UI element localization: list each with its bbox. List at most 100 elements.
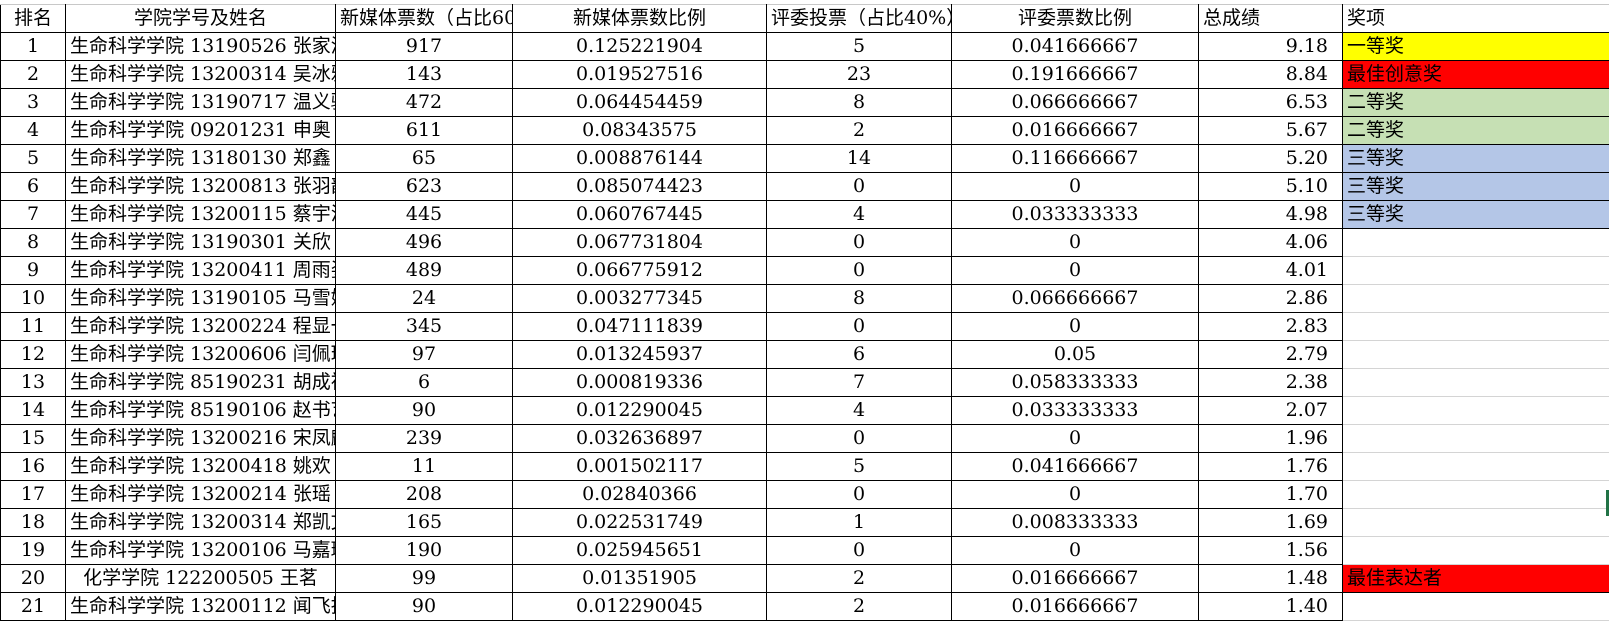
cell-media-ratio[interactable]: 0.085074423 (513, 173, 767, 201)
cell-media-ratio[interactable]: 0.008876144 (513, 145, 767, 173)
cell-total-score[interactable]: 6.53 (1199, 89, 1343, 117)
cell-student[interactable]: 生命科学学院 13200813 张羽歆 (66, 173, 336, 201)
cell-judge-votes[interactable]: 0 (767, 313, 952, 341)
cell-student[interactable]: 生命科学学院 13200214 张瑶 (66, 481, 336, 509)
cell-total-score[interactable]: 2.86 (1199, 285, 1343, 313)
cell-total-score[interactable]: 5.20 (1199, 145, 1343, 173)
cell-media-ratio[interactable]: 0.013245937 (513, 341, 767, 369)
cell-award[interactable] (1343, 341, 1609, 369)
cell-media-ratio[interactable]: 0.012290045 (513, 397, 767, 425)
cell-judge-votes[interactable]: 0 (767, 481, 952, 509)
cell-student[interactable]: 生命科学学院 13190105 马雪婷 (66, 285, 336, 313)
cell-judge-votes[interactable]: 2 (767, 117, 952, 145)
cell-rank[interactable]: 10 (1, 285, 66, 313)
cell-award[interactable]: 最佳创意奖 (1343, 61, 1609, 89)
header-award[interactable]: 奖项 (1343, 5, 1609, 33)
cell-judge-votes[interactable]: 2 (767, 593, 952, 621)
cell-judge-ratio[interactable]: 0 (952, 173, 1199, 201)
cell-award[interactable]: 二等奖 (1343, 117, 1609, 145)
cell-judge-votes[interactable]: 14 (767, 145, 952, 173)
cell-judge-votes[interactable]: 7 (767, 369, 952, 397)
cell-rank[interactable]: 3 (1, 89, 66, 117)
cell-judge-votes[interactable]: 5 (767, 453, 952, 481)
cell-rank[interactable]: 15 (1, 425, 66, 453)
cell-media-ratio[interactable]: 0.003277345 (513, 285, 767, 313)
cell-student[interactable]: 生命科学学院 13190526 张家源 (66, 33, 336, 61)
cell-student[interactable]: 生命科学学院 13200112 闻飞扬 (66, 593, 336, 621)
cell-judge-ratio[interactable]: 0.191666667 (952, 61, 1199, 89)
cell-media-votes[interactable]: 11 (336, 453, 513, 481)
cell-media-ratio[interactable]: 0.02840366 (513, 481, 767, 509)
cell-total-score[interactable]: 8.84 (1199, 61, 1343, 89)
cell-award[interactable] (1343, 593, 1609, 621)
cell-rank[interactable]: 11 (1, 313, 66, 341)
cell-rank[interactable]: 16 (1, 453, 66, 481)
cell-media-votes[interactable]: 6 (336, 369, 513, 397)
cell-judge-votes[interactable]: 23 (767, 61, 952, 89)
cell-media-ratio[interactable]: 0.01351905 (513, 565, 767, 593)
header-student[interactable]: 学院学号及姓名 (66, 5, 336, 33)
cell-total-score[interactable]: 2.07 (1199, 397, 1343, 425)
cell-media-ratio[interactable]: 0.067731804 (513, 229, 767, 257)
cell-student[interactable]: 生命科学学院 13200314 吴冰雅 (66, 61, 336, 89)
cell-total-score[interactable]: 2.83 (1199, 313, 1343, 341)
cell-judge-votes[interactable]: 1 (767, 509, 952, 537)
cell-award[interactable] (1343, 229, 1609, 257)
cell-total-score[interactable]: 2.38 (1199, 369, 1343, 397)
cell-student[interactable]: 化学学院 122200505 王茗 (66, 565, 336, 593)
cell-media-ratio[interactable]: 0.025945651 (513, 537, 767, 565)
cell-media-votes[interactable]: 97 (336, 341, 513, 369)
cell-judge-ratio[interactable]: 0 (952, 313, 1199, 341)
cell-media-votes[interactable]: 65 (336, 145, 513, 173)
cell-rank[interactable]: 18 (1, 509, 66, 537)
cell-total-score[interactable]: 1.56 (1199, 537, 1343, 565)
cell-award[interactable]: 三等奖 (1343, 145, 1609, 173)
cell-media-votes[interactable]: 99 (336, 565, 513, 593)
cell-award[interactable] (1343, 257, 1609, 285)
cell-rank[interactable]: 8 (1, 229, 66, 257)
cell-judge-ratio[interactable]: 0.016666667 (952, 117, 1199, 145)
cell-award[interactable]: 三等奖 (1343, 201, 1609, 229)
cell-judge-ratio[interactable]: 0.041666667 (952, 453, 1199, 481)
cell-media-votes[interactable]: 489 (336, 257, 513, 285)
cell-rank[interactable]: 1 (1, 33, 66, 61)
cell-media-votes[interactable]: 623 (336, 173, 513, 201)
cell-student[interactable]: 生命科学学院 13190301 关欣 (66, 229, 336, 257)
cell-judge-ratio[interactable]: 0 (952, 257, 1199, 285)
cell-judge-ratio[interactable]: 0.033333333 (952, 201, 1199, 229)
cell-media-votes[interactable]: 917 (336, 33, 513, 61)
cell-award[interactable] (1343, 453, 1609, 481)
cell-media-votes[interactable]: 472 (336, 89, 513, 117)
cell-rank[interactable]: 6 (1, 173, 66, 201)
cell-total-score[interactable]: 5.67 (1199, 117, 1343, 145)
header-rank[interactable]: 排名 (1, 5, 66, 33)
cell-award[interactable] (1343, 285, 1609, 313)
cell-judge-votes[interactable]: 4 (767, 397, 952, 425)
cell-media-votes[interactable]: 611 (336, 117, 513, 145)
cell-total-score[interactable]: 2.79 (1199, 341, 1343, 369)
cell-award[interactable]: 一等奖 (1343, 33, 1609, 61)
cell-media-ratio[interactable]: 0.001502117 (513, 453, 767, 481)
cell-judge-ratio[interactable]: 0.058333333 (952, 369, 1199, 397)
cell-media-ratio[interactable]: 0.032636897 (513, 425, 767, 453)
cell-judge-votes[interactable]: 8 (767, 89, 952, 117)
header-media-votes[interactable]: 新媒体票数（占比60%） (336, 5, 513, 33)
cell-rank[interactable]: 7 (1, 201, 66, 229)
header-media-ratio[interactable]: 新媒体票数比例 (513, 5, 767, 33)
cell-judge-ratio[interactable]: 0.033333333 (952, 397, 1199, 425)
header-total-score[interactable]: 总成绩 (1199, 5, 1343, 33)
cell-media-ratio[interactable]: 0.064454459 (513, 89, 767, 117)
cell-judge-votes[interactable]: 0 (767, 173, 952, 201)
cell-rank[interactable]: 9 (1, 257, 66, 285)
cell-student[interactable]: 生命科学学院 13200216 宋凤麟 (66, 425, 336, 453)
cell-total-score[interactable]: 9.18 (1199, 33, 1343, 61)
cell-judge-votes[interactable]: 0 (767, 537, 952, 565)
cell-total-score[interactable]: 1.70 (1199, 481, 1343, 509)
cell-media-votes[interactable]: 190 (336, 537, 513, 565)
cell-judge-votes[interactable]: 0 (767, 257, 952, 285)
cell-judge-ratio[interactable]: 0.066666667 (952, 285, 1199, 313)
cell-media-ratio[interactable]: 0.125221904 (513, 33, 767, 61)
cell-rank[interactable]: 17 (1, 481, 66, 509)
cell-judge-ratio[interactable]: 0.016666667 (952, 593, 1199, 621)
cell-student[interactable]: 生命科学学院 13200606 闫佩瑶 (66, 341, 336, 369)
